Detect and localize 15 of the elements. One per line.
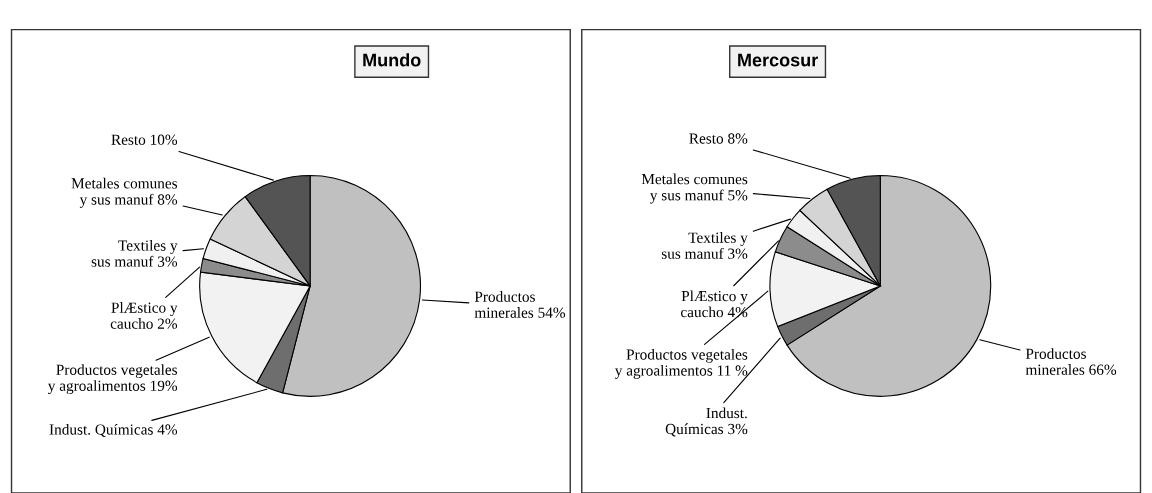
chart-title: Mercosur — [738, 53, 818, 67]
slice-label: PlÆstico y caucho 2% — [110, 302, 178, 329]
slice-label: Productos minerales 66% — [1025, 348, 1117, 375]
slice-label: Metales comunes y sus manuf 5% — [641, 173, 748, 204]
slice-label: Indust. Químicas 4% — [49, 423, 178, 437]
slice-label: Resto 8% — [689, 133, 748, 144]
chart-title: Mundo — [363, 53, 421, 67]
slice-label: Resto 10% — [111, 134, 178, 145]
slice-label: Productos minerales 54% — [474, 291, 566, 318]
slice-label: Textiles y sus manuf 3% — [661, 232, 748, 259]
slice-label: Indust. Químicas 3% — [665, 407, 748, 437]
slice-label: Productos vegetales y agroalimentos 11 % — [614, 348, 748, 379]
slice-label: Metales comunes y sus manuf 8% — [71, 177, 178, 208]
slice-label: Textiles y sus manuf 3% — [91, 239, 178, 267]
slice-label: Productos vegetales y agroalimentos 19% — [47, 364, 178, 395]
